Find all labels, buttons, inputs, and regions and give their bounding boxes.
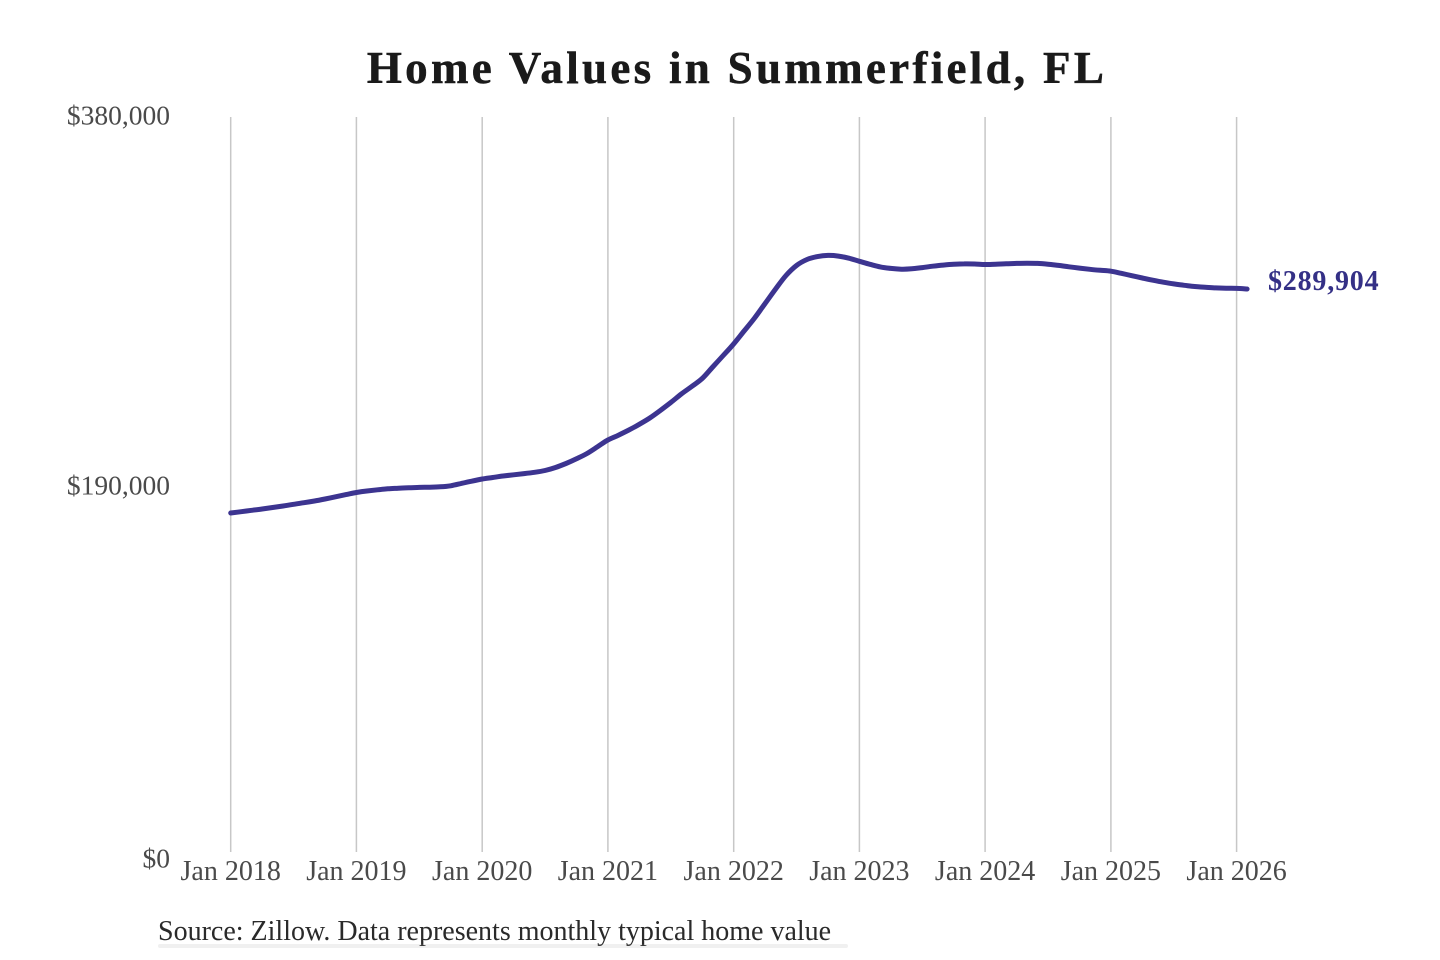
svg-text:Jan 2018: Jan 2018 [181,856,281,887]
svg-text:Jan 2025: Jan 2025 [1061,856,1161,887]
svg-text:Source: Zillow. Data represent: Source: Zillow. Data represents monthly … [158,916,831,947]
svg-text:Jan 2019: Jan 2019 [306,856,406,887]
svg-text:Jan 2026: Jan 2026 [1186,856,1286,887]
svg-text:$289,904: $289,904 [1268,266,1379,297]
svg-text:$190,000: $190,000 [67,469,170,500]
svg-text:$380,000: $380,000 [67,99,170,130]
svg-text:Jan 2024: Jan 2024 [935,856,1035,887]
svg-text:Jan 2021: Jan 2021 [558,856,658,887]
svg-text:Home Values in Summerfield, FL: Home Values in Summerfield, FL [367,43,1107,93]
svg-text:Jan 2023: Jan 2023 [809,856,909,887]
svg-text:Jan 2020: Jan 2020 [432,856,532,887]
svg-text:$0: $0 [143,843,171,874]
svg-text:Jan 2022: Jan 2022 [684,856,784,887]
